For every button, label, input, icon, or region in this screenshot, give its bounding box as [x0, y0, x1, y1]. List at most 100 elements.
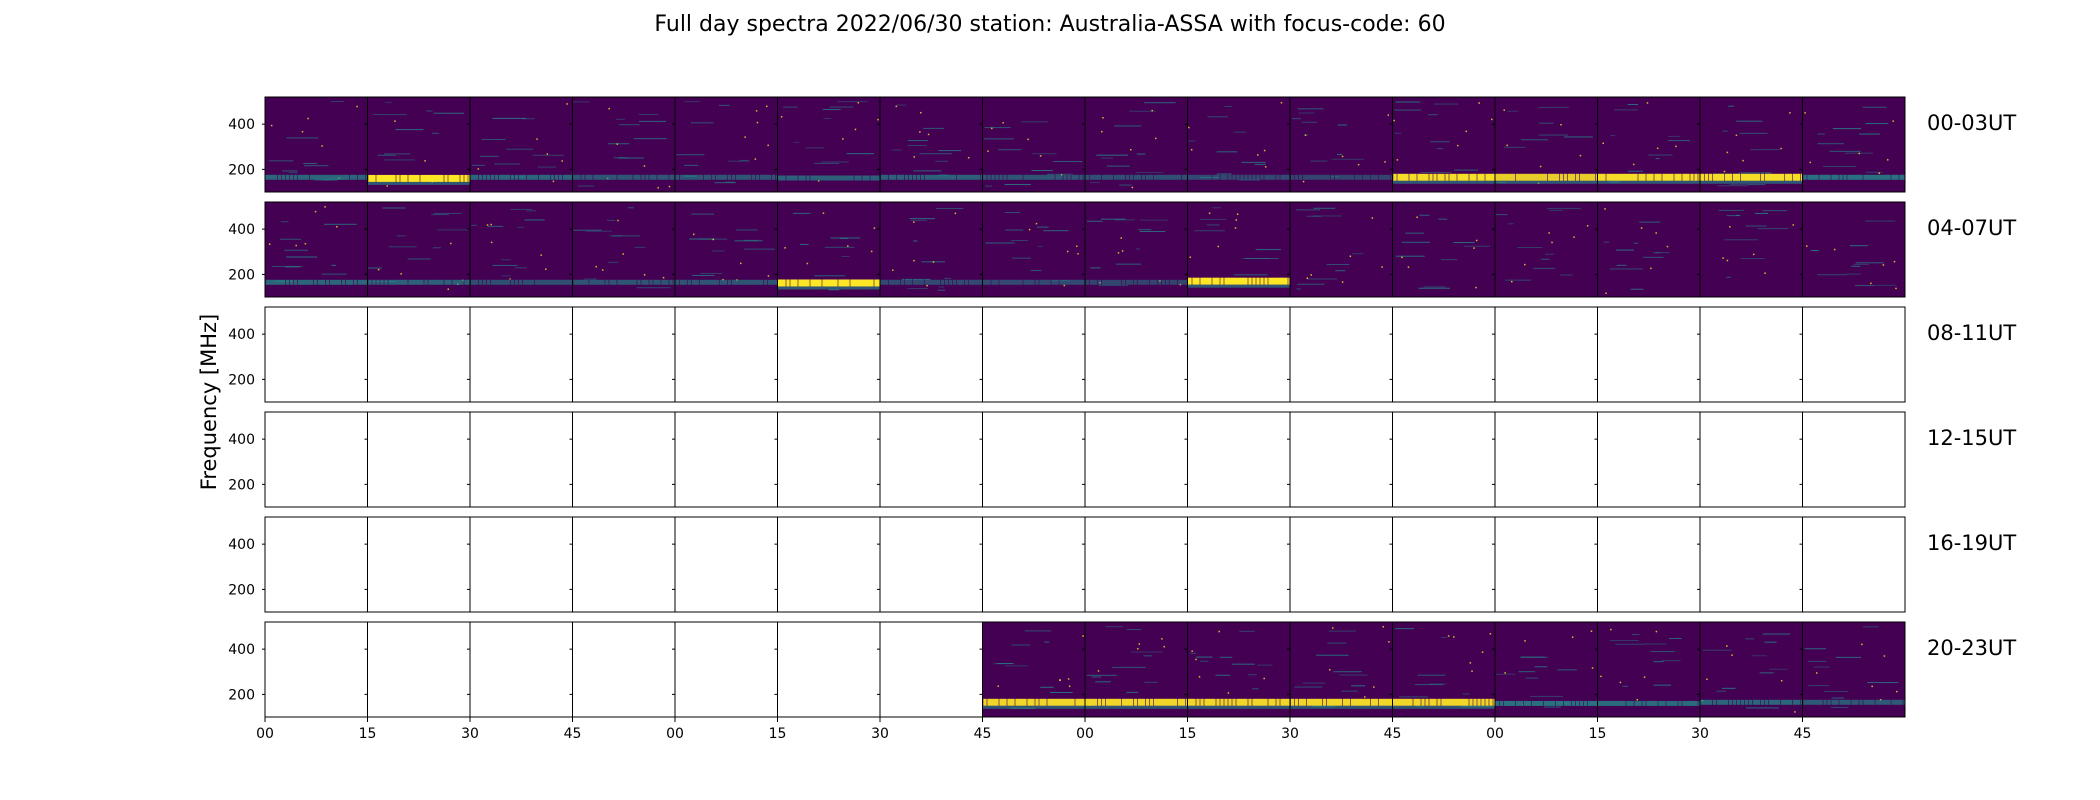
spectrum-panel	[979, 306, 1086, 403]
spectrum-panel	[467, 411, 573, 508]
emission-band	[982, 279, 1085, 285]
spectrum-panel	[1082, 201, 1188, 298]
emission-band	[880, 174, 983, 180]
spectra-row-16-19UT: 200 400 16-19UT	[228, 516, 2016, 613]
spectrum-panel	[1697, 96, 1803, 193]
spectrum-panel	[1799, 201, 1906, 298]
row-time-label: 16-19UT	[1927, 531, 2016, 555]
emission-band	[777, 175, 880, 181]
spectrum-panel	[877, 411, 983, 508]
spectrum-panel	[569, 621, 676, 718]
spectrum-panel	[1697, 306, 1803, 403]
spectrum-panel	[1287, 306, 1393, 403]
row-time-label: 00-03UT	[1927, 111, 2016, 135]
spectrum-panel	[672, 516, 778, 613]
chart-title: Full day spectra 2022/06/30 station: Aus…	[654, 12, 1445, 37]
emission-band	[265, 174, 368, 180]
y-tick-label: 400	[228, 117, 255, 133]
spectrum-panel	[979, 96, 1086, 193]
emission-band	[1495, 173, 1598, 181]
y-axis-label: Frequency [MHz]	[197, 314, 221, 490]
spectrum-panel	[1082, 306, 1188, 403]
spectra-row-20-23UT: 200 400 20-23UT	[228, 621, 2016, 718]
x-tick-label: 15	[769, 726, 787, 742]
spectrum-panel	[1287, 516, 1393, 613]
spectrum-panel	[467, 516, 573, 613]
spectrum-panel	[1184, 621, 1291, 718]
spectrum-panel	[979, 201, 1086, 298]
spectrum-panel	[1492, 621, 1598, 718]
emission-band	[1187, 277, 1290, 285]
y-tick-label: 200	[228, 372, 255, 388]
spectra-row-04-07UT: 200 400 04-07UT	[228, 201, 2016, 298]
spectrum-panel	[1697, 621, 1803, 718]
row-time-label: 04-07UT	[1927, 216, 2016, 240]
spectrum-panel	[672, 201, 778, 298]
emission-band	[880, 279, 983, 285]
y-tick-label: 200	[228, 687, 255, 703]
x-tick-label: 15	[1589, 726, 1607, 742]
row-time-label: 12-15UT	[1927, 426, 2016, 450]
x-tick-label: 30	[1281, 726, 1299, 742]
emission-band	[1085, 698, 1188, 706]
emission-band	[675, 279, 778, 285]
spectrum-panel	[569, 201, 676, 298]
x-tick-label: 15	[1179, 726, 1197, 742]
spectrum-panel	[262, 96, 368, 193]
spectrum-panel	[364, 621, 471, 718]
spectrum-panel	[364, 201, 471, 298]
spectra-row-12-15UT: 200 400 12-15UT	[228, 411, 2016, 508]
emission-band	[572, 174, 675, 180]
spectrum-panel	[1082, 96, 1188, 193]
spectrum-panel	[1287, 411, 1393, 508]
spectrum-panel	[979, 516, 1086, 613]
spectrum-panel	[1184, 411, 1291, 508]
spectrum-panel	[774, 516, 881, 613]
x-tick-label: 00	[1486, 726, 1504, 742]
spectrum-panel	[262, 201, 368, 298]
spectrum-panel	[262, 411, 368, 508]
spectrum-panel	[569, 306, 676, 403]
spectrum-panel	[672, 411, 778, 508]
emission-band	[1495, 700, 1598, 706]
spectrum-panel	[1492, 201, 1598, 298]
spectrum-panel	[774, 621, 881, 718]
spectrum-panel	[1594, 96, 1701, 193]
emission-band	[572, 279, 675, 285]
spectrum-panel	[774, 201, 881, 298]
spectrum-panel	[1184, 306, 1291, 403]
emission-band	[1290, 698, 1393, 706]
spectrum-panel	[1492, 411, 1598, 508]
spectrum-panel	[364, 516, 471, 613]
spectrum-panel	[1287, 96, 1393, 193]
spectrum-panel	[1799, 306, 1906, 403]
y-tick-label: 200	[228, 477, 255, 493]
spectrum-panel	[467, 201, 573, 298]
x-tick-label: 30	[871, 726, 889, 742]
y-tick-label: 400	[228, 642, 255, 658]
spectrum-panel	[1697, 411, 1803, 508]
emission-band	[1290, 174, 1393, 180]
emission-band	[1187, 698, 1290, 706]
spectrum-panel	[1287, 621, 1393, 718]
spectrum-panel	[1389, 621, 1496, 718]
emission-band	[1392, 173, 1495, 181]
spectrum-panel	[364, 411, 471, 508]
x-tick-label: 00	[1076, 726, 1094, 742]
emission-band	[1085, 279, 1188, 285]
emission-band	[265, 279, 368, 285]
spectrum-panel	[1389, 96, 1496, 193]
spectrum-panel	[1594, 411, 1701, 508]
spectrum-panel	[1594, 516, 1701, 613]
y-tick-label: 200	[228, 582, 255, 598]
emission-band	[1700, 173, 1803, 181]
y-tick-label: 400	[228, 222, 255, 238]
x-tick-label: 45	[564, 726, 582, 742]
emission-band	[777, 279, 880, 287]
y-tick-label: 200	[228, 162, 255, 178]
spectrum-panel	[1389, 516, 1496, 613]
emission-band	[470, 279, 573, 285]
spectrum-panel	[569, 516, 676, 613]
